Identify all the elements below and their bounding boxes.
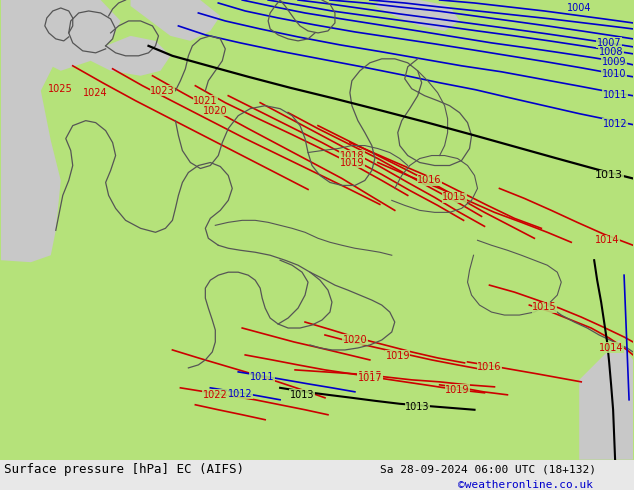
Text: 1018: 1018 bbox=[340, 150, 364, 161]
Text: 1012: 1012 bbox=[603, 119, 628, 129]
Text: 1015: 1015 bbox=[443, 193, 467, 202]
Text: 1011: 1011 bbox=[603, 90, 628, 100]
Text: 1016: 1016 bbox=[477, 362, 501, 372]
Text: 1019: 1019 bbox=[385, 351, 410, 361]
Text: 1004: 1004 bbox=[567, 3, 592, 13]
Polygon shape bbox=[1, 0, 120, 71]
Polygon shape bbox=[131, 0, 220, 41]
Text: 1011: 1011 bbox=[250, 372, 275, 382]
Text: Surface pressure [hPa] EC (AIFS): Surface pressure [hPa] EC (AIFS) bbox=[4, 463, 244, 476]
Text: 1024: 1024 bbox=[83, 88, 108, 98]
Text: 1022: 1022 bbox=[203, 390, 228, 400]
Text: 1013: 1013 bbox=[595, 171, 623, 180]
Text: 1016: 1016 bbox=[417, 175, 442, 185]
Text: 1013: 1013 bbox=[290, 390, 314, 400]
Text: 1019: 1019 bbox=[340, 157, 364, 168]
Polygon shape bbox=[91, 36, 171, 76]
Text: 1014: 1014 bbox=[599, 343, 623, 353]
Text: 1007: 1007 bbox=[597, 38, 621, 48]
Text: 1010: 1010 bbox=[602, 69, 626, 79]
Text: 1015: 1015 bbox=[358, 371, 382, 381]
Text: 1015: 1015 bbox=[532, 302, 557, 312]
Text: 1020: 1020 bbox=[203, 106, 228, 116]
Text: ©weatheronline.co.uk: ©weatheronline.co.uk bbox=[458, 480, 593, 490]
Text: Sa 28-09-2024 06:00 UTC (18+132): Sa 28-09-2024 06:00 UTC (18+132) bbox=[380, 465, 596, 475]
Text: 1013: 1013 bbox=[406, 402, 430, 412]
Polygon shape bbox=[1, 220, 56, 262]
Text: 1019: 1019 bbox=[445, 385, 470, 395]
Text: 1020: 1020 bbox=[342, 335, 367, 345]
Text: 1008: 1008 bbox=[599, 47, 623, 57]
Text: 1025: 1025 bbox=[48, 84, 73, 94]
Text: 1021: 1021 bbox=[193, 96, 217, 106]
Text: 1014: 1014 bbox=[595, 235, 619, 245]
Text: 1017: 1017 bbox=[358, 373, 382, 383]
Text: 1023: 1023 bbox=[150, 86, 175, 96]
Text: 1009: 1009 bbox=[602, 57, 626, 67]
Text: 1012: 1012 bbox=[228, 389, 252, 399]
Polygon shape bbox=[1, 0, 101, 260]
Polygon shape bbox=[375, 0, 460, 31]
Polygon shape bbox=[579, 340, 633, 460]
